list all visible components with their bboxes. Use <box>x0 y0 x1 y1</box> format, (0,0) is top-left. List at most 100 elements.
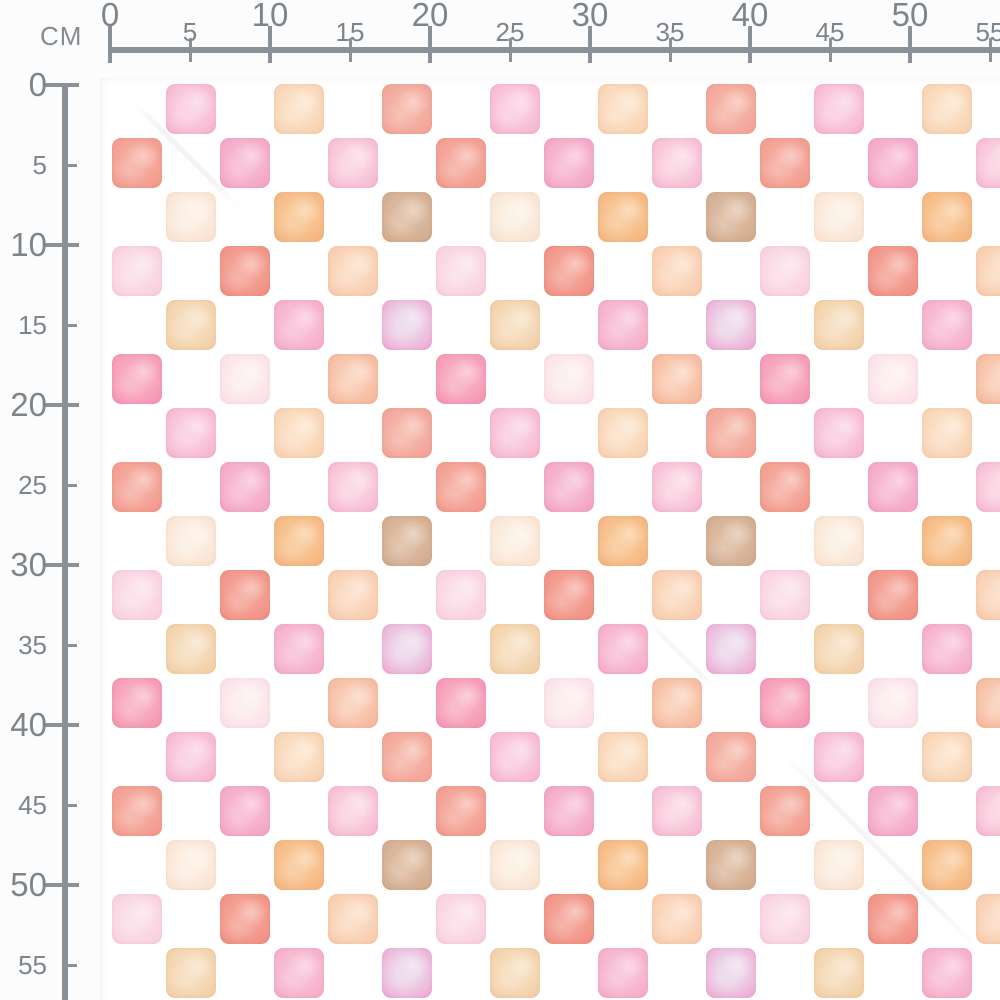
pattern-square-beige <box>814 624 864 674</box>
pattern-square-beige <box>166 624 216 674</box>
h-ruler-label-55: 55 <box>975 17 1000 47</box>
h-ruler-label-5: 5 <box>182 17 198 47</box>
pattern-square-lightPink <box>112 894 162 944</box>
pattern-square-lightPink <box>436 894 486 944</box>
pattern-square-pink <box>490 732 540 782</box>
pattern-square-pink <box>166 84 216 134</box>
pattern-square-hotPink <box>760 354 810 404</box>
pattern-square-deepPink <box>868 462 918 512</box>
pattern-square-salmon <box>328 354 378 404</box>
pattern-square-tan <box>706 840 756 890</box>
h-ruler-tick-35 <box>669 38 672 62</box>
pattern-square-redCoral <box>544 246 594 296</box>
pattern-square-coralRed <box>436 138 486 188</box>
pattern-square-pink <box>814 732 864 782</box>
pattern-square-magenta <box>706 300 756 350</box>
h-ruler-tick-30 <box>588 26 592 63</box>
pattern-square-softPink <box>976 786 1000 836</box>
pattern-square-softPink <box>976 462 1000 512</box>
v-ruler-tick-55 <box>63 964 77 967</box>
v-ruler-label-30: 30 <box>10 546 47 583</box>
pattern-square-redCoral <box>868 246 918 296</box>
pattern-square-orange <box>598 840 648 890</box>
pattern-square-deepPink <box>220 462 270 512</box>
pattern-square-salmon <box>652 678 702 728</box>
pattern-square-beige <box>490 624 540 674</box>
v-ruler-label-10: 10 <box>10 226 47 263</box>
h-ruler-tick-5 <box>189 38 192 62</box>
h-ruler-label-15: 15 <box>335 17 365 47</box>
pattern-square-peach <box>922 732 972 782</box>
v-ruler-label-20: 20 <box>10 386 47 423</box>
pattern-square-deepPink <box>220 138 270 188</box>
pattern-square-blush <box>814 516 864 566</box>
pattern-square-beige <box>814 300 864 350</box>
horizontal-ruler-bar <box>110 47 1000 53</box>
pattern-square-peach <box>274 84 324 134</box>
pattern-square-beige <box>490 948 540 998</box>
h-ruler-label-40: 40 <box>731 0 769 33</box>
pattern-square-tan <box>382 516 432 566</box>
pattern-square-apricot <box>976 894 1000 944</box>
pattern-square-beige <box>490 300 540 350</box>
v-ruler-label-55: 55 <box>18 950 47 980</box>
pattern-square-apricot <box>976 246 1000 296</box>
pattern-square-beige <box>166 948 216 998</box>
pattern-square-salmon <box>652 354 702 404</box>
pattern-square-softPink <box>328 138 378 188</box>
h-ruler-tick-15 <box>349 38 352 62</box>
pattern-square-blush <box>166 192 216 242</box>
v-ruler-tick-25 <box>63 484 77 487</box>
pattern-square-rosePink <box>274 948 324 998</box>
pattern-square-palePink <box>544 354 594 404</box>
pattern-square-palePink <box>544 678 594 728</box>
pattern-square-coral <box>706 732 756 782</box>
pattern-square-blush <box>490 192 540 242</box>
pattern-square-rosePink <box>922 624 972 674</box>
pattern-square-deepPink <box>220 786 270 836</box>
pattern-square-lightPink <box>436 246 486 296</box>
h-ruler-label-10: 10 <box>251 0 289 33</box>
pattern-square-palePink <box>868 678 918 728</box>
pattern-square-hotPink <box>436 354 486 404</box>
pattern-square-magenta <box>706 948 756 998</box>
pattern-square-apricot <box>328 246 378 296</box>
pattern-square-hotPink <box>760 678 810 728</box>
v-ruler-tick-5 <box>63 164 77 167</box>
h-ruler-tick-0 <box>108 26 112 63</box>
pattern-square-orange <box>598 516 648 566</box>
vertical-ruler-bar <box>62 85 68 1000</box>
pattern-square-deepPink <box>544 138 594 188</box>
pattern-square-salmon <box>976 354 1000 404</box>
pattern-square-peach <box>598 732 648 782</box>
v-ruler-tick-45 <box>63 804 77 807</box>
v-ruler-tick-10 <box>45 243 79 247</box>
pattern-square-blush <box>490 516 540 566</box>
pattern-square-apricot <box>328 570 378 620</box>
v-ruler-tick-30 <box>45 563 79 567</box>
pattern-square-coral <box>706 84 756 134</box>
pattern-square-redCoral <box>868 894 918 944</box>
pattern-square-coralRed <box>112 786 162 836</box>
v-ruler-label-15: 15 <box>18 310 47 340</box>
pattern-square-softPink <box>328 462 378 512</box>
h-ruler-tick-45 <box>829 38 832 62</box>
pattern-square-lightPink <box>760 246 810 296</box>
pattern-square-redCoral <box>220 570 270 620</box>
pattern-square-orange <box>598 192 648 242</box>
pattern-square-orange <box>922 840 972 890</box>
v-ruler-label-0: 0 <box>28 66 47 103</box>
pattern-square-orange <box>274 192 324 242</box>
pattern-square-magenta <box>382 300 432 350</box>
pattern-square-lightPink <box>760 570 810 620</box>
pattern-square-coralRed <box>760 786 810 836</box>
pattern-square-peach <box>598 84 648 134</box>
pattern-square-rosePink <box>922 948 972 998</box>
fabric-pattern-area <box>100 78 1000 1000</box>
pattern-square-beige <box>814 948 864 998</box>
pattern-square-hotPink <box>436 678 486 728</box>
h-ruler-tick-10 <box>268 26 272 63</box>
h-ruler-label-35: 35 <box>655 17 685 47</box>
pattern-square-deepPink <box>544 786 594 836</box>
pattern-square-peach <box>922 408 972 458</box>
